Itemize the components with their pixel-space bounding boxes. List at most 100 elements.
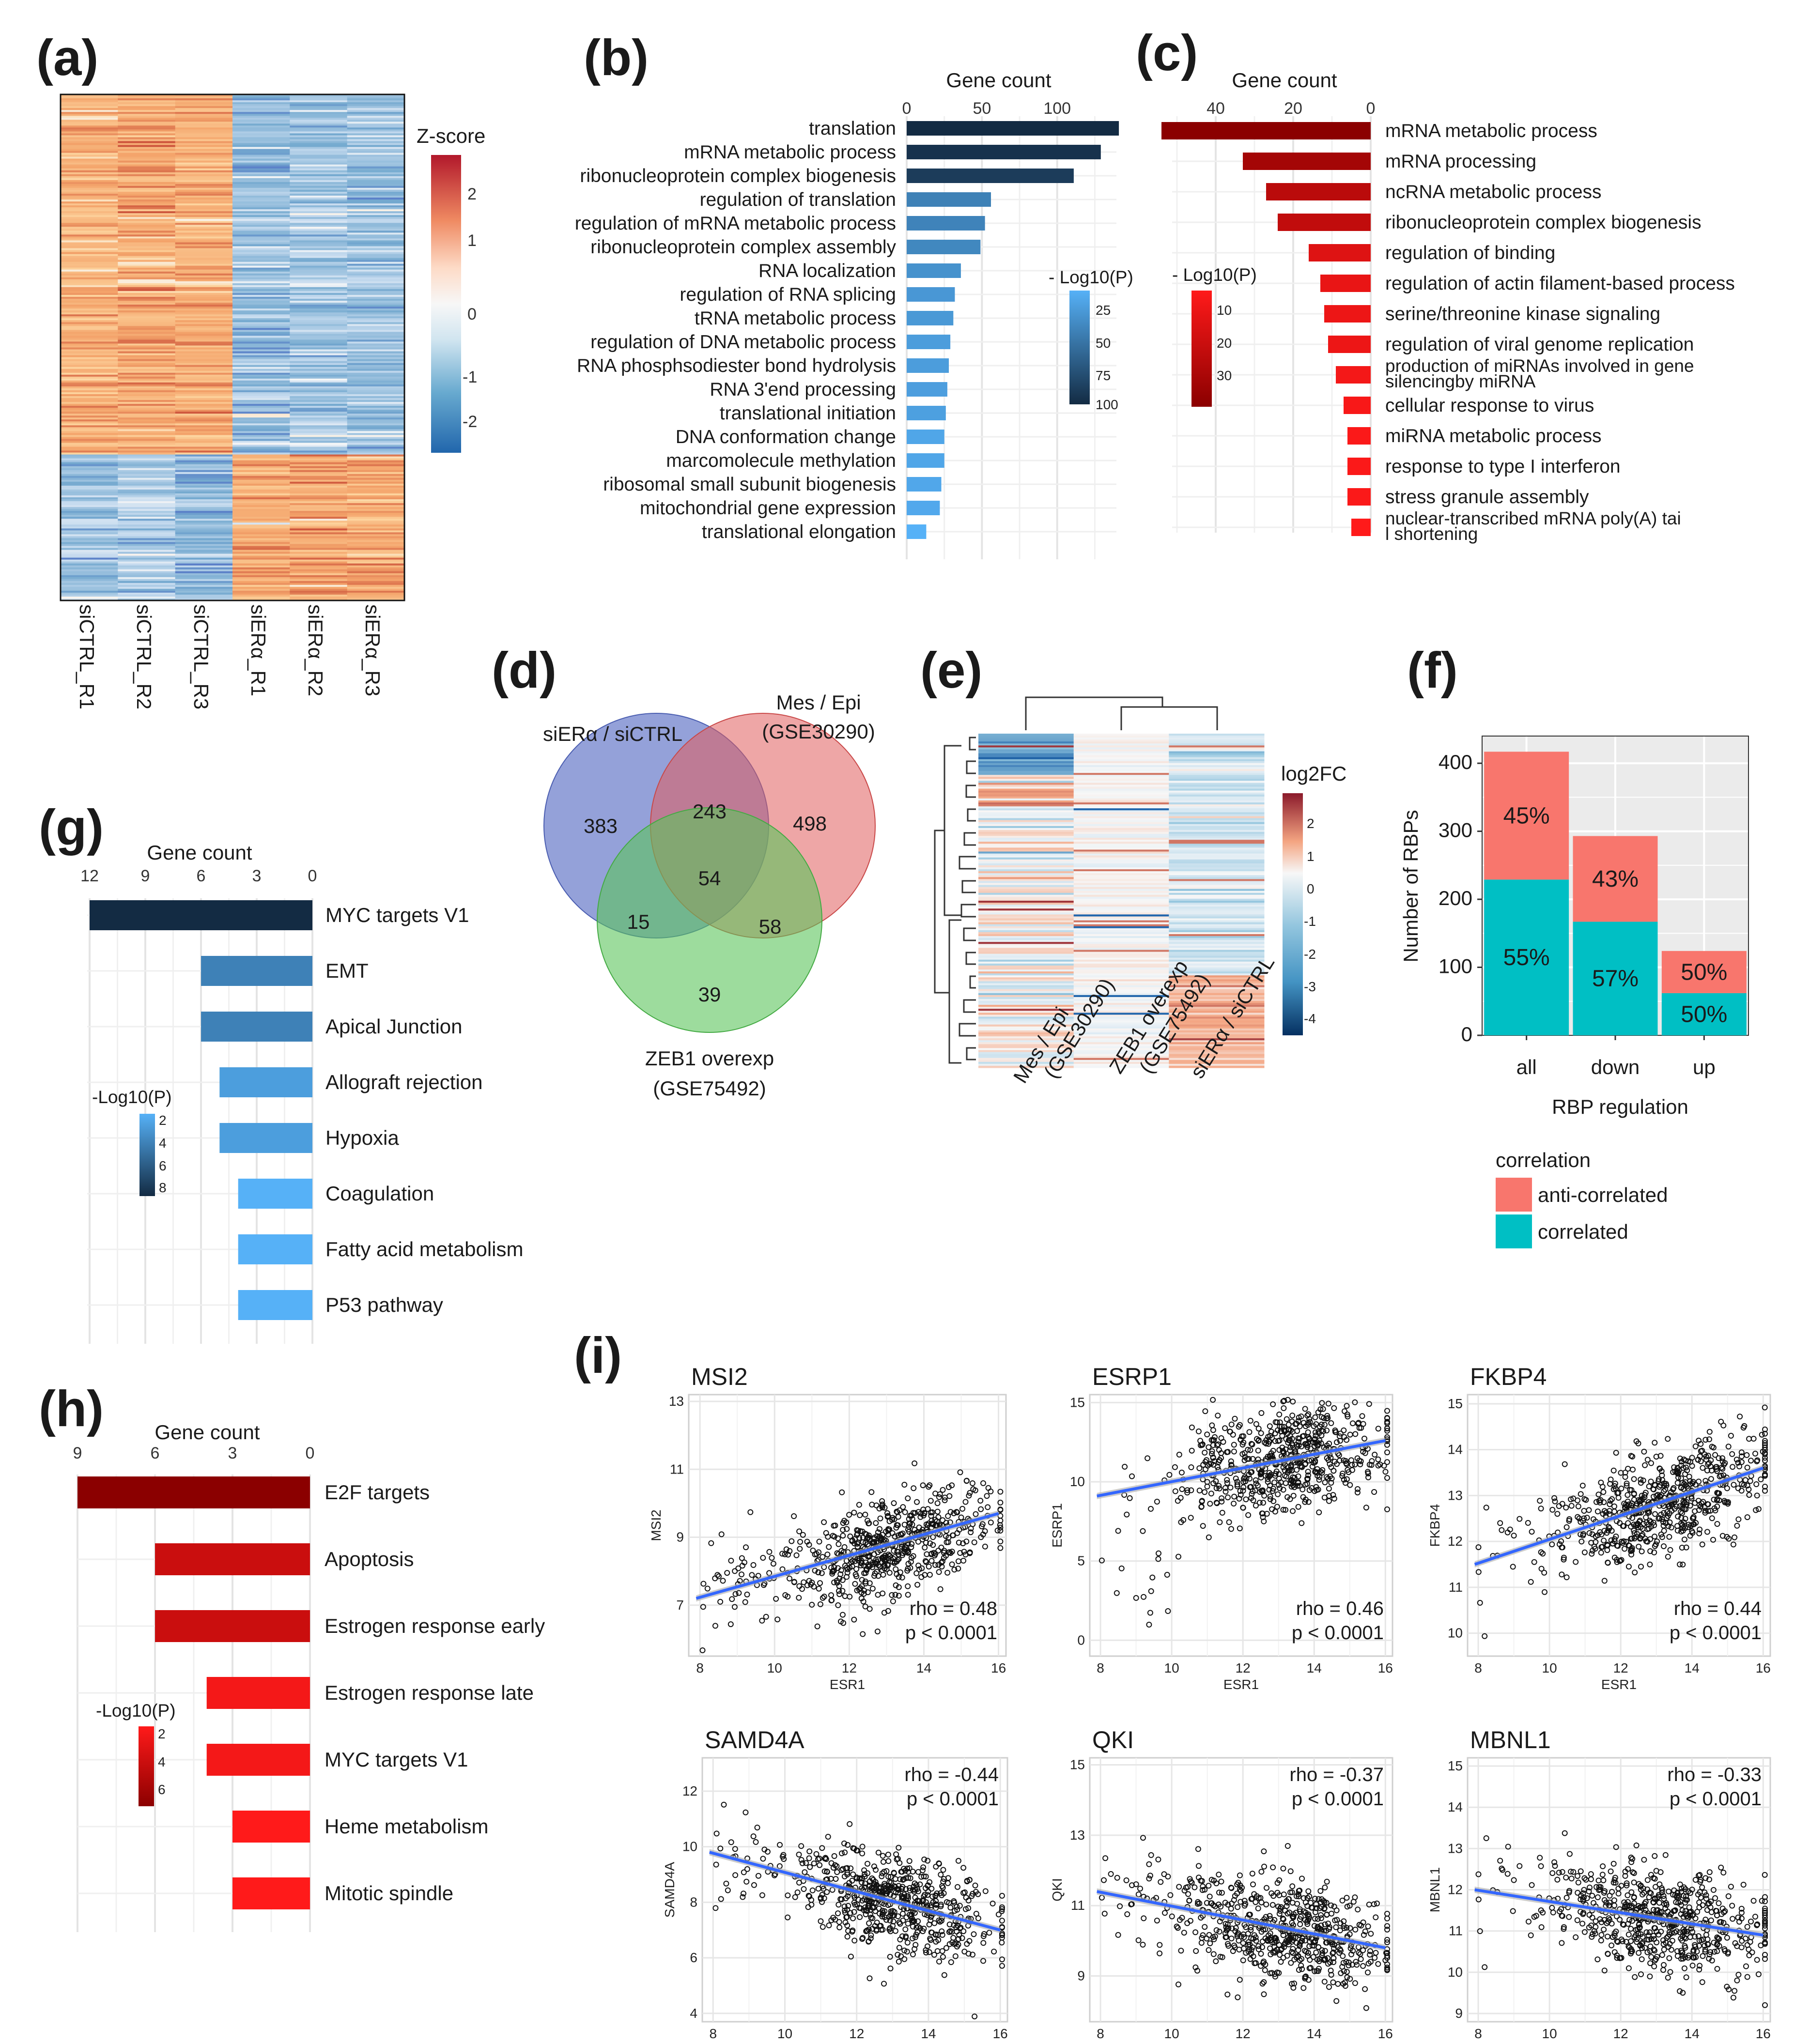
heatmap-a-cell	[232, 408, 290, 410]
heatmap-a-cell	[118, 238, 176, 241]
heatmap-a-cell	[347, 466, 405, 469]
heatmap-e-cell	[1073, 940, 1169, 942]
heatmap-e-cell	[1169, 875, 1265, 877]
heatmap-e-cell	[1073, 749, 1169, 752]
heatmap-e-cell	[978, 1014, 1074, 1017]
scatter-point	[984, 1493, 990, 1499]
heatmap-a-cell	[118, 464, 176, 467]
heatmap-e-cell	[1073, 999, 1169, 1001]
heatmap-a-cell	[118, 332, 176, 334]
scatter-point	[1344, 1411, 1350, 1417]
heatmap-a-cell	[61, 192, 118, 194]
heatmap-a-cell	[290, 118, 348, 120]
scatter-point	[1601, 1537, 1607, 1544]
scatter-point	[999, 1932, 1005, 1938]
heatmap-e-cell	[1169, 871, 1265, 874]
scatter-point	[1668, 1524, 1674, 1531]
heatmap-a-cell	[347, 546, 405, 549]
heatmap-a-cell	[232, 517, 290, 519]
scatter-point	[1216, 1485, 1222, 1491]
heatmap-a-cell	[232, 468, 290, 471]
heatmap-a-cell	[118, 548, 176, 551]
heatmap-a-cell	[347, 287, 405, 290]
heatmap-a-cell	[232, 312, 290, 315]
heatmap-e-cell	[1073, 1018, 1169, 1021]
scatter-point	[954, 1530, 960, 1536]
scatter-point	[1579, 1482, 1586, 1489]
scatter-point	[1270, 1498, 1277, 1504]
scatter-point	[1195, 1428, 1202, 1434]
heatmap-a-cell	[175, 189, 233, 192]
heatmap-a-cell	[290, 330, 348, 332]
heatmap-a-cell	[290, 189, 348, 192]
heatmap-a-cell	[290, 454, 348, 457]
a-legend-tick: -1	[463, 368, 477, 386]
scatter-point	[1310, 1439, 1316, 1445]
heatmap-a-cell	[175, 145, 233, 148]
heatmap-a-cell	[347, 154, 405, 157]
heatmap-a-cell	[118, 521, 176, 523]
heatmap-a-cell	[61, 250, 118, 253]
scatter-point	[1670, 1486, 1676, 1492]
heatmap-a-cell	[290, 192, 348, 194]
scatter-point	[1299, 1486, 1306, 1492]
scatter-point	[1695, 1457, 1701, 1463]
heatmap-a-cell	[118, 452, 176, 455]
heatmap-a-cell	[61, 318, 118, 321]
heatmap-a-cell	[290, 599, 348, 601]
heatmap-e-cell	[978, 1028, 1074, 1031]
heatmap-a-cell	[61, 519, 118, 521]
heatmap-e-cell	[1073, 1026, 1169, 1029]
heatmap-a-cell	[232, 156, 290, 159]
scatter-point	[1247, 1475, 1253, 1482]
scatter-point	[1304, 1475, 1310, 1482]
heatmap-e-cell	[1073, 830, 1169, 832]
heatmap-a-cell	[290, 334, 348, 336]
heatmap-e-cell	[1073, 845, 1169, 848]
scatter-point	[1499, 1527, 1505, 1533]
heatmap-e-cell	[1073, 855, 1169, 858]
scatter-point	[1753, 1507, 1759, 1513]
heatmap-a-cell	[175, 439, 233, 441]
heatmap-a-cell	[175, 509, 233, 511]
scatter-point	[1661, 1510, 1667, 1516]
scatter-point	[1249, 1491, 1255, 1497]
heatmap-e-cell	[1169, 1020, 1265, 1023]
scatter-fit-line	[1097, 1439, 1386, 1498]
heatmap-e-cell	[1073, 761, 1169, 764]
scatter-point	[1689, 1463, 1695, 1469]
scatter-point	[770, 1561, 776, 1567]
heatmap-a-cell	[175, 153, 233, 155]
heatmap-a-cell	[61, 357, 118, 360]
scatter-point	[1288, 1427, 1294, 1433]
scatter-point	[865, 1535, 871, 1541]
f-bar-correlated	[1661, 993, 1747, 1035]
scatter-point	[1302, 1481, 1309, 1488]
heatmap-a-cell	[347, 236, 405, 239]
heatmap-a-cell	[61, 307, 118, 309]
heatmap-a-cell	[290, 503, 348, 506]
heatmap-a-cell	[290, 592, 348, 595]
heatmap-a-cell	[118, 388, 176, 391]
heatmap-a-cell	[175, 303, 233, 305]
scatter-point	[1344, 1403, 1350, 1409]
scatter-point	[1744, 1514, 1750, 1521]
scatter-point	[1733, 1457, 1740, 1463]
heatmap-a-cell	[175, 523, 233, 525]
heatmap-e-cell	[978, 775, 1074, 777]
heatmap-e-cell	[1073, 973, 1169, 976]
scatter-point	[967, 1550, 973, 1556]
heatmap-a-cell	[118, 271, 176, 274]
heatmap-a-cell	[290, 198, 348, 200]
scatter-point	[864, 1928, 870, 1934]
heatmap-a-cell	[290, 129, 348, 132]
scatter-point	[1711, 1496, 1717, 1503]
heatmap-e-cell	[978, 751, 1074, 754]
scatter-point	[841, 1840, 847, 1846]
scatter-point	[1659, 1534, 1665, 1540]
scatter-point	[1279, 1424, 1285, 1429]
scatter-point	[952, 1953, 959, 1959]
scatter-fit-line	[696, 1512, 999, 1600]
scatter-rho: rho = 0.48	[910, 1598, 997, 1619]
scatter-point	[859, 1844, 866, 1850]
